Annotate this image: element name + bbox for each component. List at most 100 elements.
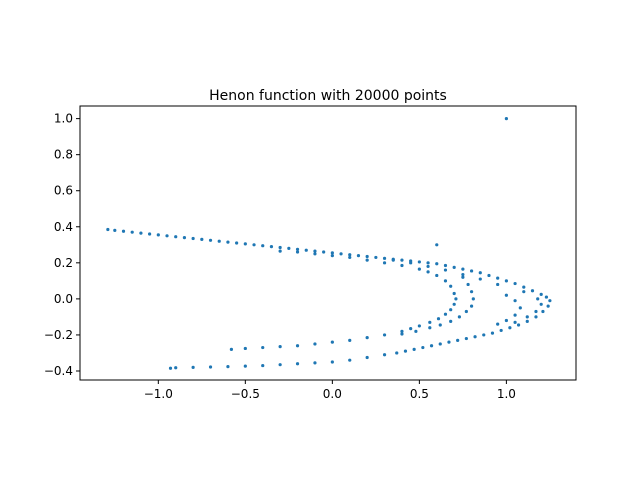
scatter-point xyxy=(504,117,508,121)
scatter-point xyxy=(295,250,300,254)
scatter-point xyxy=(278,363,282,367)
scatter-point xyxy=(339,252,343,256)
scatter-point xyxy=(536,297,540,301)
scatter-point xyxy=(513,299,517,303)
scatter-point xyxy=(243,242,247,246)
scatter-point xyxy=(449,319,453,324)
scatter-point xyxy=(426,264,430,269)
scatter-point xyxy=(452,265,456,269)
scatter-point xyxy=(174,235,178,239)
scatter-point xyxy=(348,255,352,260)
scatter-point xyxy=(313,361,317,365)
scatter-point xyxy=(330,254,334,258)
scatter-point xyxy=(513,313,517,317)
scatter-point xyxy=(513,320,517,324)
scatter-point xyxy=(382,261,387,265)
scatter-point xyxy=(487,273,491,278)
scatter-point xyxy=(174,366,178,370)
scatter-point xyxy=(191,236,195,241)
y-axis: −0.4 −0.2 0.0 0.2 0.4 0.6 0.8 1.0 xyxy=(44,112,80,378)
scatter-point xyxy=(454,297,458,301)
scatter-point xyxy=(130,230,134,234)
scatter-point xyxy=(165,234,169,238)
scatter-point xyxy=(456,338,460,342)
scatter-point xyxy=(106,227,110,232)
scatter-point xyxy=(113,228,117,232)
scatter-point xyxy=(287,246,291,251)
scatter-point xyxy=(449,284,453,288)
x-tick-label: 0.5 xyxy=(410,387,429,401)
scatter-point xyxy=(156,233,160,237)
scatter-point xyxy=(525,315,529,319)
scatter-point xyxy=(435,262,439,266)
scatter-point xyxy=(499,328,503,333)
scatter-point xyxy=(348,253,352,257)
scatter-point xyxy=(473,335,477,339)
scatter-point xyxy=(208,365,213,369)
scatter-point xyxy=(539,292,543,296)
scatter-point xyxy=(417,260,421,264)
scatter-point xyxy=(496,282,500,287)
scatter-point xyxy=(382,353,387,357)
y-tick-label: 0.0 xyxy=(54,292,73,306)
scatter-point xyxy=(464,309,468,314)
scatter-point xyxy=(452,302,456,306)
x-axis: −1.0 −0.5 0.0 0.5 1.0 xyxy=(144,380,516,401)
scatter-point xyxy=(322,250,326,254)
scatter-point xyxy=(457,315,461,319)
scatter-point xyxy=(382,256,387,260)
scatter-point xyxy=(374,255,378,260)
scatter-point xyxy=(504,293,508,297)
scatter-point xyxy=(469,304,474,308)
scatter-point xyxy=(469,290,474,294)
scatter-point xyxy=(461,267,465,271)
y-tick-label: −0.2 xyxy=(44,328,73,342)
scatter-point xyxy=(435,243,439,247)
scatter-point xyxy=(541,309,545,314)
y-tick-label: 0.6 xyxy=(54,184,73,198)
scatter-point xyxy=(522,285,526,289)
scatter-point xyxy=(428,320,432,324)
x-tick-label: 1.0 xyxy=(497,387,516,401)
scatter-point xyxy=(403,349,408,353)
scatter-point xyxy=(313,342,317,346)
scatter-point xyxy=(295,362,300,366)
scatter-point xyxy=(313,249,317,253)
scatter-point xyxy=(261,363,265,368)
scatter-point xyxy=(295,344,300,348)
scatter-point xyxy=(356,254,361,258)
scatter-point xyxy=(417,267,421,271)
y-tick-label: 1.0 xyxy=(54,112,73,126)
scatter-point xyxy=(466,282,470,287)
scatter-point xyxy=(426,270,430,274)
scatter-point xyxy=(513,281,517,286)
scatter-point xyxy=(539,302,543,306)
scatter-point xyxy=(348,358,352,362)
scatter-point xyxy=(391,258,395,262)
scatter-point xyxy=(121,229,126,233)
scatter-point xyxy=(261,345,265,350)
scatter-point xyxy=(295,247,300,251)
scatter-point xyxy=(496,322,500,326)
scatter-point xyxy=(409,327,413,331)
scatter-point xyxy=(208,238,213,242)
scatter-point xyxy=(414,329,418,333)
scatter-point xyxy=(447,340,451,344)
scatter-point xyxy=(191,365,195,369)
scatter-point xyxy=(449,308,453,312)
scatter-point xyxy=(544,295,549,299)
x-tick-label: −0.5 xyxy=(231,387,260,401)
scatter-point xyxy=(243,364,247,368)
scatter-point xyxy=(461,272,465,277)
scatter-point xyxy=(235,241,239,245)
scatter-point xyxy=(435,273,439,278)
scatter-points xyxy=(106,117,552,370)
scatter-point xyxy=(278,245,282,250)
scatter-point xyxy=(261,244,265,248)
scatter-point xyxy=(443,312,448,316)
scatter-point xyxy=(482,333,486,337)
y-tick-label: 0.2 xyxy=(54,256,73,270)
scatter-point xyxy=(417,324,421,328)
scatter-point xyxy=(452,291,456,296)
